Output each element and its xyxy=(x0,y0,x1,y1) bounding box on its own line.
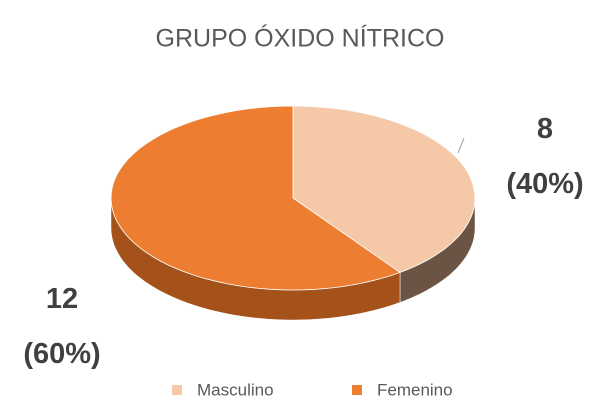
legend-swatch xyxy=(352,385,362,395)
pie-slice xyxy=(292,105,476,273)
chart-title: GRUPO ÓXIDO NÍTRICO xyxy=(156,24,445,53)
legend-swatch xyxy=(172,385,182,395)
legend-label: Femenino xyxy=(377,380,453,399)
data-label: 8 (40%) xyxy=(506,113,583,200)
pie-slice xyxy=(110,105,401,291)
data-label: 12 (60%) xyxy=(23,283,100,370)
legend-label: Masculino xyxy=(197,380,274,399)
leader-line xyxy=(457,137,465,154)
